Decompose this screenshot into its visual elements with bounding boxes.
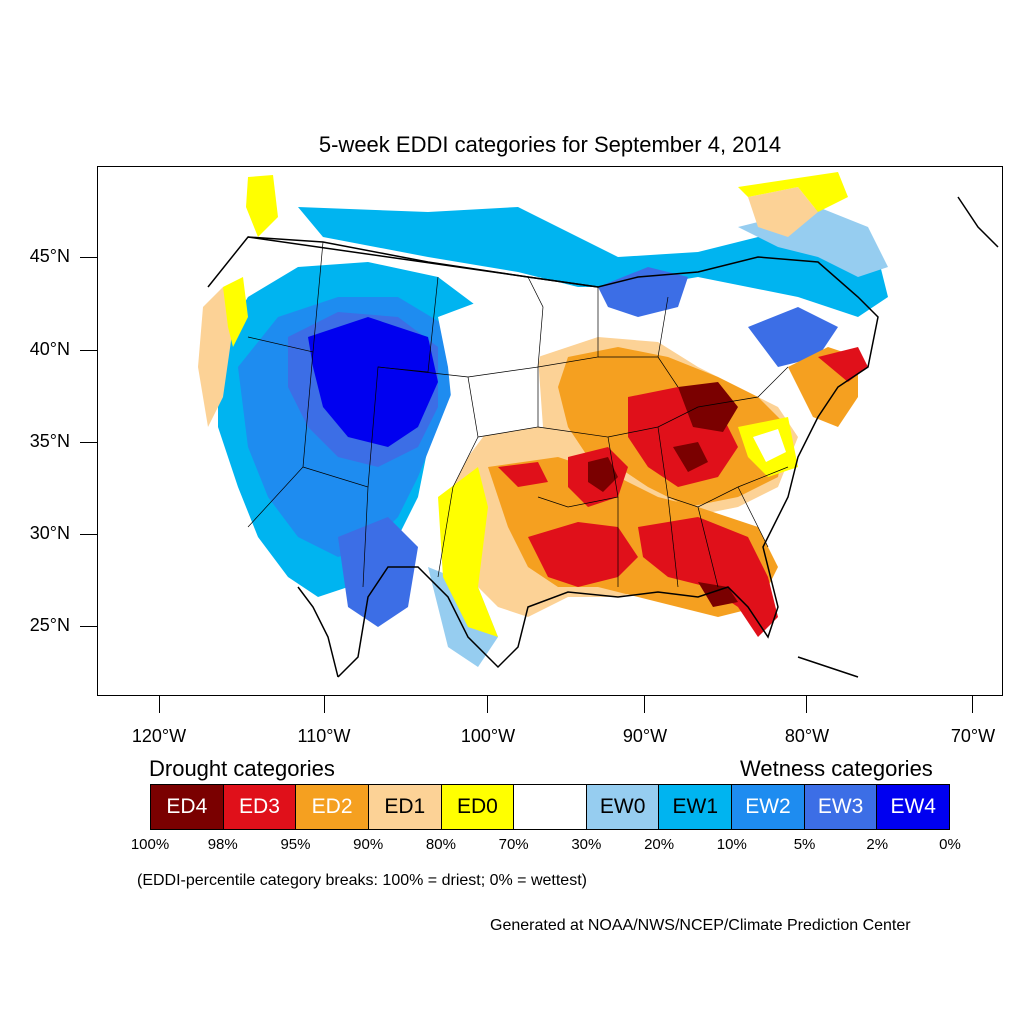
lon-tick [972, 696, 973, 713]
map-title: 5-week EDDI categories for September 4, … [318, 132, 782, 157]
legend-swatch-ew0: EW0 [586, 785, 660, 829]
legend-wetness-title: Wetness categories [740, 756, 933, 781]
lat-tick [80, 626, 97, 627]
legend-swatch-neutral [514, 785, 587, 829]
legend-note: (EDDI-percentile category breaks: 100% =… [137, 872, 587, 889]
lon-label-90: 90°W [622, 726, 668, 746]
legend-swatch-ed0: ED0 [441, 785, 515, 829]
conus-outline [207, 236, 879, 678]
region-florida-ed4 [698, 582, 738, 607]
lat-label-25: 25°N [29, 615, 70, 635]
lon-tick [487, 696, 488, 713]
legend-swatch-ed4: ED4 [151, 785, 224, 829]
legend-swatch-ed2: ED2 [296, 785, 369, 829]
legend-break-label: 98% [207, 836, 238, 853]
legend-break-label: 2% [866, 836, 889, 853]
region-appalachia-white [753, 429, 786, 462]
lon-tick [159, 696, 160, 713]
region-south-ed3 [528, 522, 638, 587]
legend-break-label: 100% [130, 836, 170, 853]
region-plains-white [438, 287, 548, 457]
lon-tick [806, 696, 807, 713]
region-northwest-ed0 [246, 175, 278, 237]
legend-swatch-ed1: ED1 [368, 785, 442, 829]
region-ozark-ed4 [588, 457, 618, 492]
region-westcoast-ed0 [223, 277, 248, 347]
legend-break-label: 20% [644, 836, 675, 853]
lon-label-70: 70°W [950, 726, 996, 746]
legend-break-label: 30% [571, 836, 602, 853]
lon-label-100: 100°W [460, 726, 516, 746]
credit-line: Generated at NOAA/NWS/NCEP/Climate Predi… [490, 917, 911, 934]
legend-swatch-ew3: EW3 [804, 785, 878, 829]
lat-tick [80, 534, 97, 535]
legend-break-label: 10% [716, 836, 747, 853]
region-rockies-ew4 [308, 317, 438, 447]
region-northeast-ed3 [818, 347, 868, 382]
region-greatlakes-ew3 [598, 267, 688, 317]
legend-break-label: 95% [280, 836, 311, 853]
region-quebec-ed1 [748, 187, 818, 237]
lat-label-45: 45°N [29, 246, 70, 266]
region-texas-ed3 [498, 462, 548, 487]
legend-break-label: 0% [939, 836, 961, 853]
legend-break-label: 70% [498, 836, 529, 853]
legend-colorbar: ED4 ED3 ED2 ED1 ED0 EW0 EW1 EW2 EW3 EW4 [150, 784, 950, 830]
lat-label-35: 35°N [29, 431, 70, 451]
legend-drought-title: Drought categories [149, 756, 335, 781]
lat-tick [80, 257, 97, 258]
lat-tick [80, 442, 97, 443]
region-southeast-ed3 [638, 517, 778, 637]
region-south-ed0 [438, 467, 498, 637]
legend-break-label: 80% [425, 836, 456, 853]
legend-break-label: 90% [353, 836, 384, 853]
map-canvas [198, 172, 999, 678]
legend-swatch-ew2: EW2 [732, 785, 805, 829]
region-midwest-ed4 [678, 382, 738, 432]
state-lines [247, 241, 789, 588]
region-westcoast-ed1 [198, 287, 233, 427]
region-southwest-ew3 [338, 517, 418, 627]
legend-swatch-ed3: ED3 [223, 785, 297, 829]
region-kentucky-ed4 [673, 442, 708, 472]
region-quebec-ed0 [738, 172, 848, 212]
eddi-map [97, 166, 1003, 696]
lon-tick [324, 696, 325, 713]
region-ontario-ew3 [748, 307, 838, 367]
lon-label-80: 80°W [784, 726, 830, 746]
legend-break-label: 5% [793, 836, 816, 853]
lon-label-110: 110°W [297, 726, 351, 746]
coast-fragments [297, 196, 999, 678]
region-canada-ew1 [298, 207, 888, 317]
lon-tick [644, 696, 645, 713]
lon-label-120: 120°W [131, 726, 187, 746]
lat-tick [80, 350, 97, 351]
lat-label-40: 40°N [29, 339, 70, 359]
legend-swatch-ew4: EW4 [877, 785, 950, 829]
legend-swatch-ew1: EW1 [659, 785, 733, 829]
lat-label-30: 30°N [29, 523, 70, 543]
